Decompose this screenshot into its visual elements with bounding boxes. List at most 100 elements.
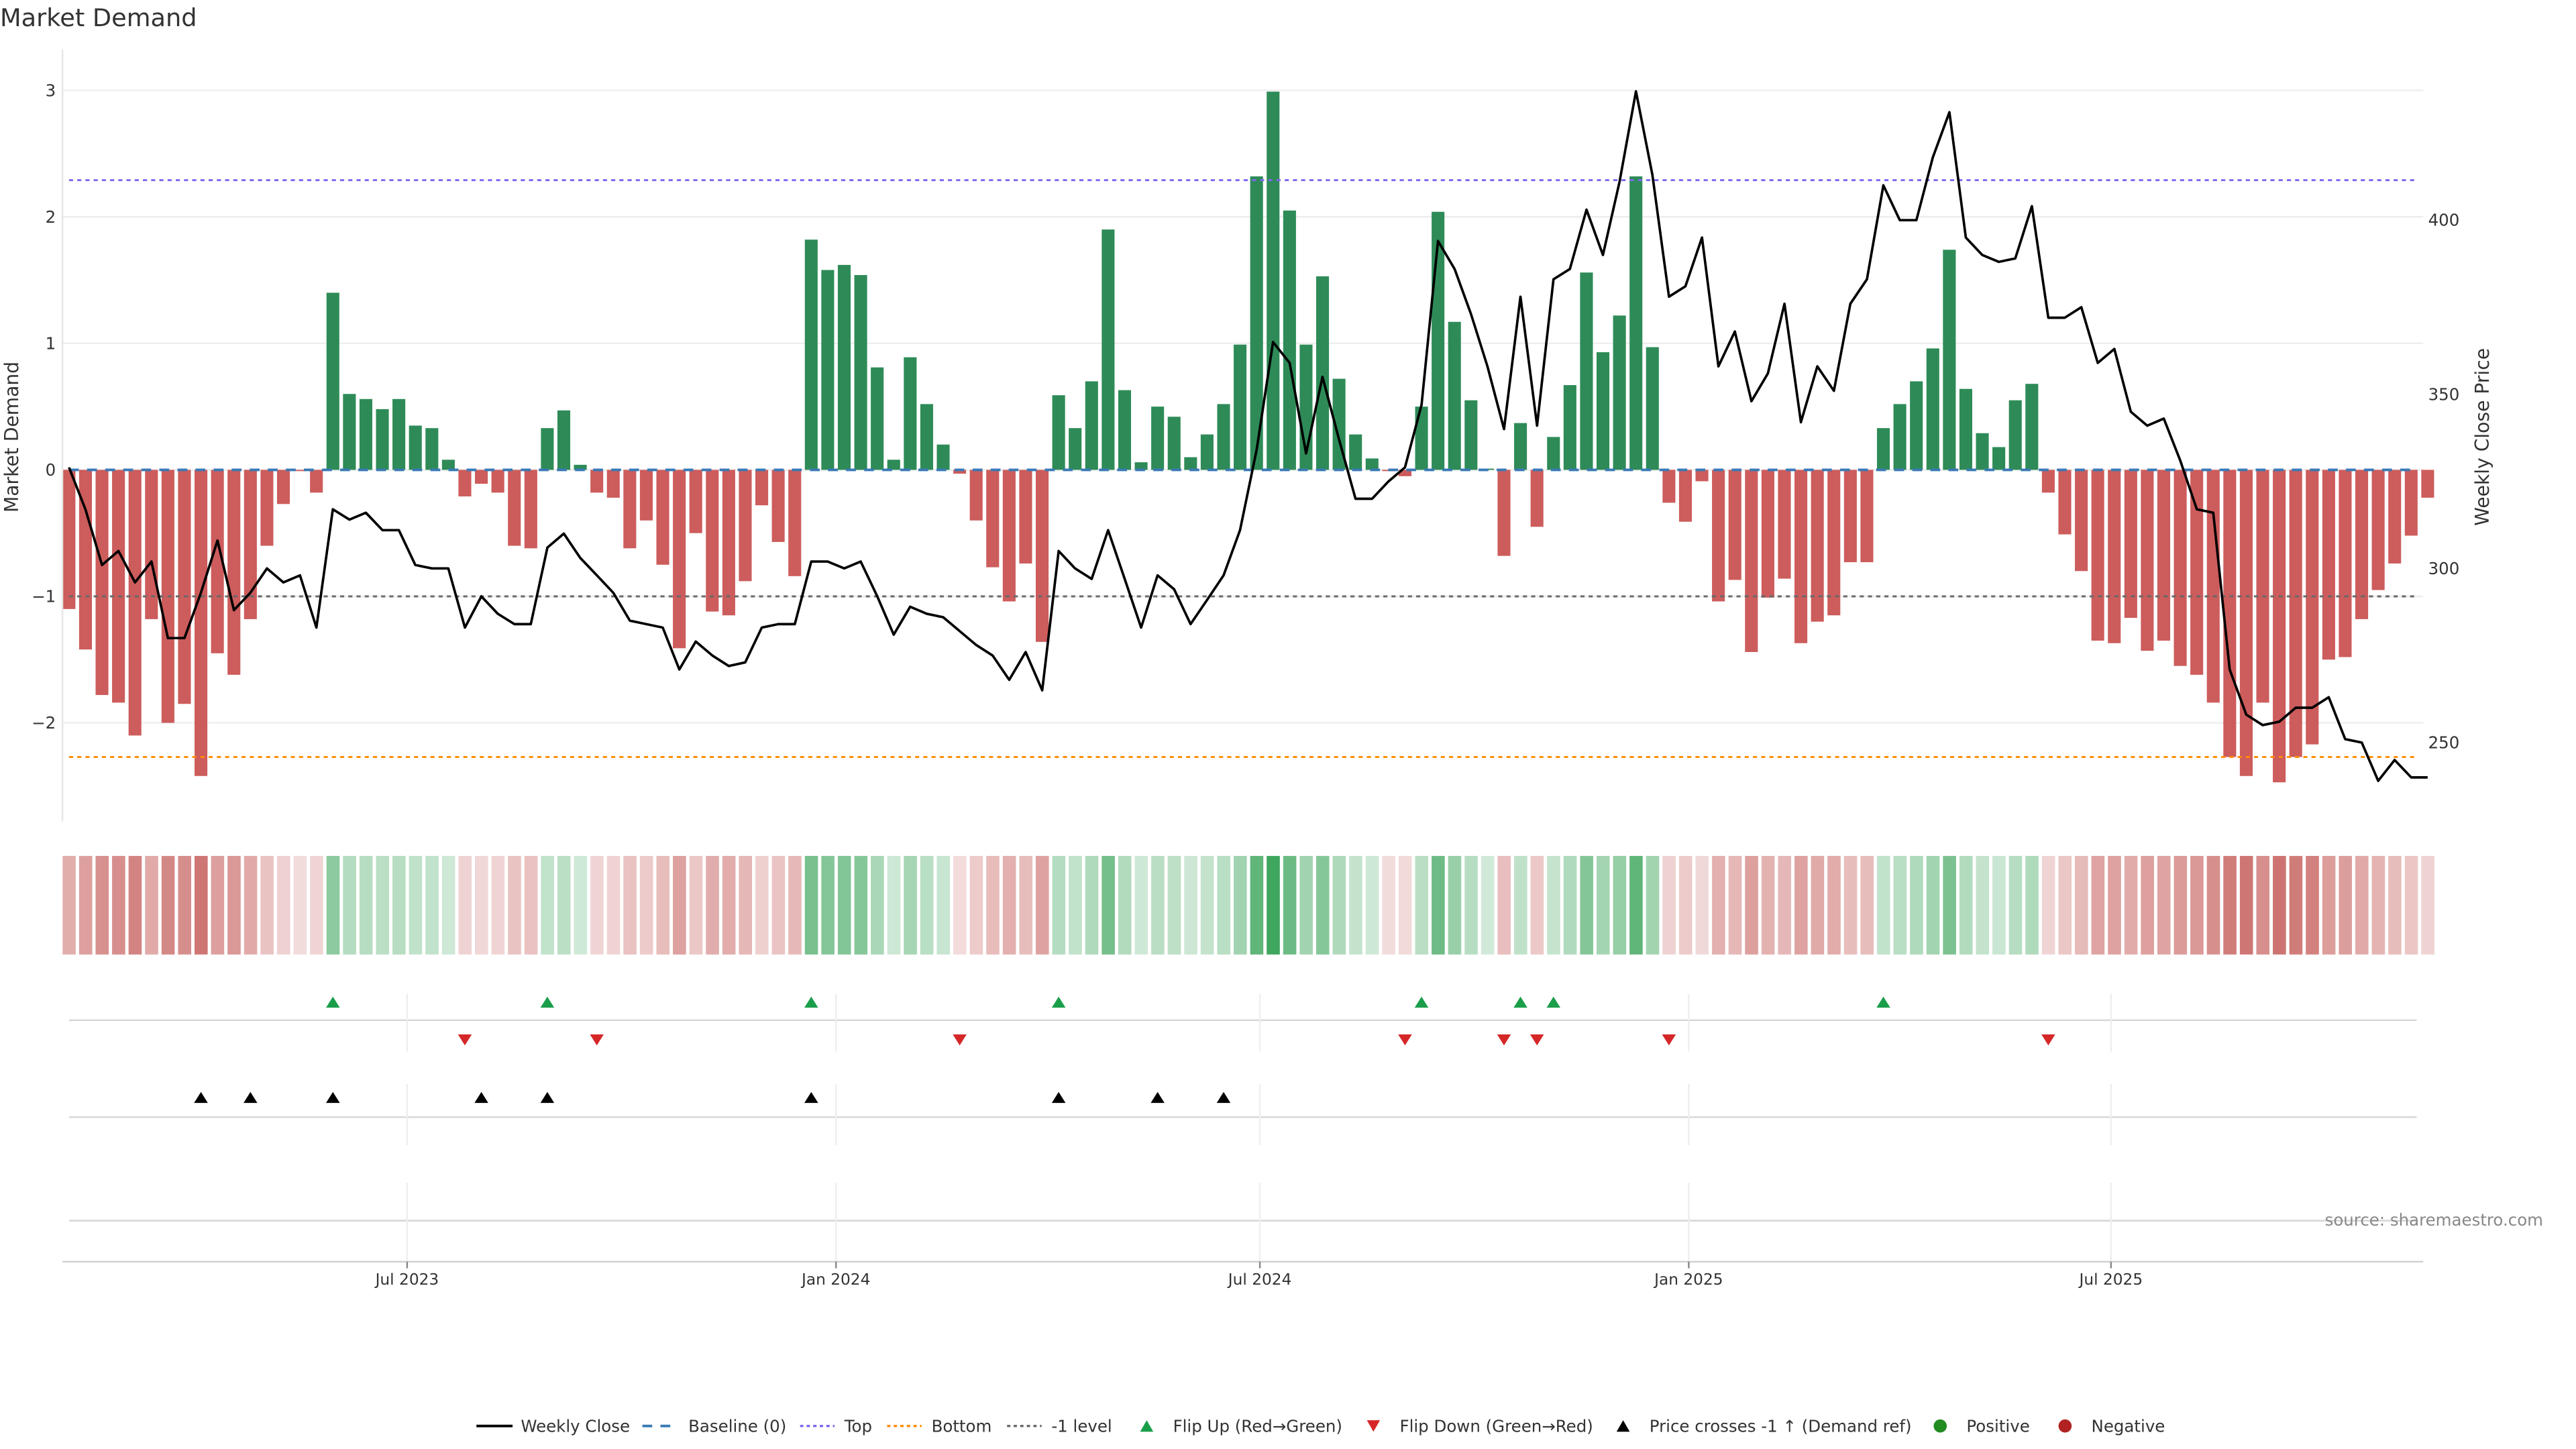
x-tick-label: Jul 2025 xyxy=(2078,1271,2143,1289)
axes: 3 2 1 0 −1 −2 400 350 300 250 Jul 2023 Jan 2024 Jul … xyxy=(32,49,2459,1289)
y-tick-label: −2 xyxy=(32,713,56,733)
negative-bar xyxy=(1827,470,1841,616)
heat-cell xyxy=(1827,855,1841,955)
heat-cell xyxy=(1332,855,1346,955)
negative-bar xyxy=(706,470,719,612)
heat-cell xyxy=(1514,855,1527,955)
positive-bar xyxy=(1876,428,1890,470)
heat-cell xyxy=(1992,855,2006,955)
positive-bar xyxy=(2025,384,2039,470)
heat-cell xyxy=(804,855,818,955)
legend-item: Positive xyxy=(1933,1416,2030,1436)
positive-bar xyxy=(936,444,950,470)
positive-bar xyxy=(343,394,356,470)
negative-bar xyxy=(2075,470,2088,572)
positive-bar xyxy=(376,409,389,470)
negative-bar xyxy=(2058,470,2072,535)
source-note: source: sharemaestro.com xyxy=(2325,1210,2543,1230)
legend-item: Top xyxy=(800,1416,872,1436)
heat-cell xyxy=(541,855,554,955)
heat-cell xyxy=(2239,855,2253,955)
heat-cell xyxy=(2273,855,2286,955)
negative-bar xyxy=(475,470,488,484)
heat-cell xyxy=(1646,855,1660,955)
heat-cell xyxy=(1365,855,1379,955)
positive-bar xyxy=(574,464,587,470)
legend-label: Price crosses -1 ↑ (Demand ref) xyxy=(1650,1416,1912,1436)
heat-cell xyxy=(1943,855,1956,955)
negative-bar xyxy=(524,470,537,549)
heat-cell xyxy=(145,855,158,955)
positive-bar xyxy=(1052,395,1065,470)
event-markers xyxy=(194,996,2055,1104)
heat-cell xyxy=(656,855,670,955)
y-tick-label: 2 xyxy=(46,207,56,227)
heat-cell xyxy=(1250,855,1264,955)
negative-bar xyxy=(1794,470,1808,643)
positive-bar xyxy=(2008,400,2022,470)
negative-bar xyxy=(2355,470,2369,619)
negative-bar xyxy=(2157,470,2171,641)
positive-bar xyxy=(1316,276,1330,470)
negative-bar xyxy=(1728,470,1741,580)
heat-cell xyxy=(2388,855,2402,955)
flip-up-marker xyxy=(1051,996,1066,1008)
heat-cell xyxy=(1398,855,1412,955)
negative-bar xyxy=(1530,470,1544,527)
negative-bar xyxy=(2421,470,2434,498)
y-tick-label: 1 xyxy=(46,333,56,353)
price-cross-marker xyxy=(194,1091,208,1104)
heat-cell xyxy=(920,855,934,955)
legend-item: Bottom xyxy=(887,1416,991,1436)
heat-cell xyxy=(276,855,290,955)
heat-cell xyxy=(260,855,274,955)
heat-cell xyxy=(1184,855,1197,955)
heat-cell xyxy=(1761,855,1775,955)
positive-bar xyxy=(557,410,571,470)
heat-cell xyxy=(1563,855,1577,955)
legend: Weekly Close Baseline (0) Top Bottom -1 leve… xyxy=(476,1416,2165,1436)
negative-bar xyxy=(458,470,472,497)
positive-bar xyxy=(1234,344,1247,470)
heat-cell xyxy=(1712,855,1725,955)
heat-cell xyxy=(2141,855,2154,955)
heat-cell xyxy=(1415,855,1429,955)
heat-cell xyxy=(706,855,719,955)
y2-axis-label: Weekly Close Price xyxy=(2471,348,2493,526)
heat-cell xyxy=(1910,855,1923,955)
heat-cell xyxy=(871,855,884,955)
heat-cell xyxy=(854,855,868,955)
price-cross-marker xyxy=(1216,1091,1231,1104)
heat-cell xyxy=(887,855,901,955)
heat-cell xyxy=(78,855,93,955)
heat-cell xyxy=(2289,855,2303,955)
positive-bar xyxy=(1102,229,1115,470)
positive-bar xyxy=(1250,176,1263,470)
negative-bar xyxy=(590,470,604,493)
positive-bar xyxy=(1217,404,1230,470)
positive-bar xyxy=(887,460,900,470)
heat-cell xyxy=(936,855,951,955)
positive-bar xyxy=(541,428,554,470)
heat-cell xyxy=(904,855,917,955)
heat-cell xyxy=(392,855,406,955)
heat-cell xyxy=(1778,855,1792,955)
heat-cell xyxy=(227,855,241,955)
heat-cell xyxy=(606,855,621,955)
heat-cell xyxy=(755,855,769,955)
heat-cell xyxy=(508,855,521,955)
positive-bar xyxy=(1910,381,1923,470)
heat-cell xyxy=(1151,855,1165,955)
negative-bar xyxy=(953,470,967,474)
positive-bar xyxy=(1167,417,1181,470)
legend-triangle-up-icon xyxy=(1616,1420,1630,1432)
negative-bar xyxy=(310,470,323,493)
heat-cell xyxy=(2190,855,2204,955)
heat-cell xyxy=(441,855,455,955)
positive-bar xyxy=(1464,400,1478,470)
heat-cell xyxy=(2404,855,2418,955)
heat-cell xyxy=(2355,855,2369,955)
heat-cell xyxy=(2256,855,2270,955)
heat-cell xyxy=(673,855,686,955)
negative-bar xyxy=(969,470,983,521)
